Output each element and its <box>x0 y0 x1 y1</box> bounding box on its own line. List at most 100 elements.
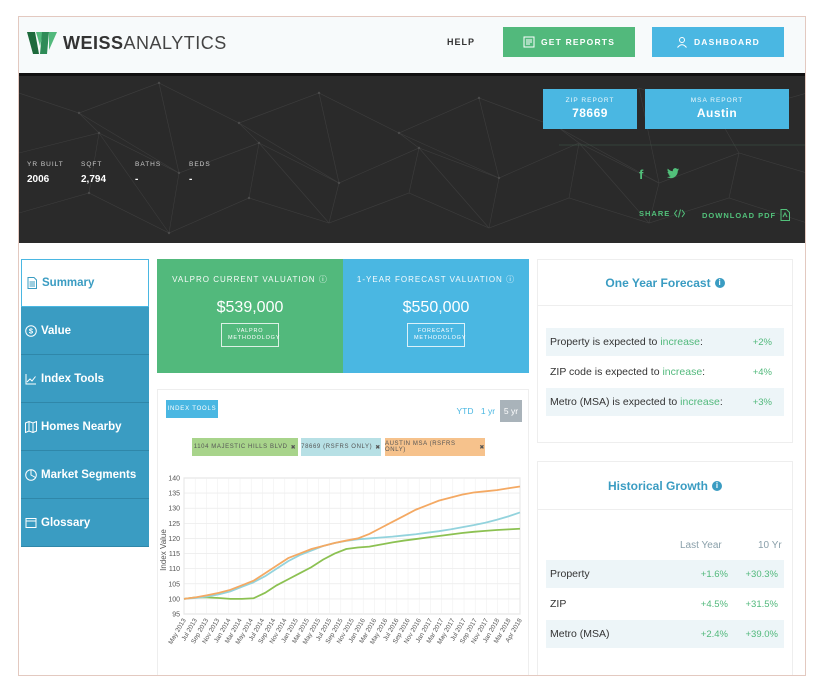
remove-series-icon[interactable]: ✖ <box>290 444 297 451</box>
growth-10yr: +30.3% <box>745 568 779 580</box>
sidebar-item-value[interactable]: $ Value <box>21 307 149 355</box>
y-tick-label: 140 <box>168 476 180 483</box>
info-icon[interactable]: i <box>714 277 725 288</box>
dashboard-button[interactable]: DASHBOARD <box>652 27 784 57</box>
range-1yr-button[interactable]: 1 yr <box>480 406 496 416</box>
twitter-icon[interactable] <box>667 167 679 182</box>
forecast-pct: +2% <box>752 336 772 348</box>
sidebar-item-homes-nearby[interactable]: Homes Nearby <box>21 403 149 451</box>
series-line <box>183 527 521 600</box>
forecast-valuation-card: 1-YEAR FORECAST VALUATION ⓘ $550,000 FOR… <box>343 259 529 373</box>
reports-icon <box>523 36 535 48</box>
legend-chip-zip[interactable]: 78669 (RSFRS ONLY) ✖ <box>301 438 381 456</box>
legend-label: 78669 (RSFRS ONLY) <box>301 444 373 450</box>
svg-text:$: $ <box>29 326 34 335</box>
forecast-suffix: : <box>702 366 706 378</box>
growth-10yr: +39.0% <box>745 628 779 640</box>
pdf-file-icon <box>780 209 791 221</box>
sidebar-item-glossary[interactable]: Glossary <box>21 499 149 547</box>
legend-chip-msa[interactable]: AUSTIN MSA (RSFRS ONLY) ✖ <box>385 438 485 456</box>
index-chart-panel: INDEX TOOLS YTD 1 yr 5 yr 1104 MAJESTIC … <box>157 389 529 675</box>
current-valuation-title-text: VALPRO CURRENT VALUATION <box>172 275 316 284</box>
info-icon[interactable]: ⓘ <box>506 275 516 284</box>
msa-report-value: Austin <box>696 106 738 120</box>
code-icon <box>674 209 686 218</box>
growth-last-year: +4.5% <box>700 598 728 610</box>
growth-row-property: Property +1.6% +30.3% <box>546 560 784 588</box>
info-icon[interactable]: ⓘ <box>318 275 328 284</box>
forecast-row-text: ZIP code is expected to increase: <box>550 366 705 378</box>
stat-label: BATHS <box>135 161 162 168</box>
legend-chip-property[interactable]: 1104 MAJESTIC HILLS BLVD ✖ <box>192 438 298 456</box>
sidebar-nav: Summary $ Value Index Tools Homes Nearby… <box>21 259 149 547</box>
hero-top-border <box>19 73 805 76</box>
growth-row-zip: ZIP +4.5% +31.5% <box>546 590 784 618</box>
current-valuation-value: $539,000 <box>216 299 284 316</box>
logo-text: WEISSANALYTICS <box>63 33 227 54</box>
growth-row-label: ZIP <box>550 598 567 610</box>
stat-label: SQFT <box>81 161 103 168</box>
growth-card-header: Historical Growth i <box>538 462 792 510</box>
forecast-row-zip: ZIP code is expected to increase: +4% <box>546 358 784 386</box>
sidebar-item-index-tools[interactable]: Index Tools <box>21 355 149 403</box>
sidebar-item-label: Market Segments <box>41 468 137 481</box>
index-tools-button[interactable]: INDEX TOOLS <box>166 400 218 418</box>
chart-icon <box>25 373 36 384</box>
msa-report-label: MSA REPORT <box>690 97 744 104</box>
download-pdf-button[interactable]: DOWNLOAD PDF <box>702 209 791 221</box>
growth-row-label: Property <box>550 568 590 580</box>
facebook-icon[interactable]: f <box>639 167 644 182</box>
stat-value: - <box>135 174 139 185</box>
legend-label: AUSTIN MSA (RSFRS ONLY) <box>385 441 456 453</box>
growth-last-year: +2.4% <box>700 628 728 640</box>
growth-card-title: Historical Growth <box>607 478 708 493</box>
share-button[interactable]: SHARE <box>639 209 686 218</box>
logo-mark-icon <box>27 30 57 56</box>
zip-report-button[interactable]: ZIP REPORT 78669 <box>543 89 637 129</box>
sidebar-item-summary[interactable]: Summary <box>21 259 149 307</box>
forecast-pct: +3% <box>752 396 772 408</box>
share-label: SHARE <box>639 209 671 218</box>
forecast-suffix: : <box>700 336 703 348</box>
forecast-suffix: : <box>719 396 723 408</box>
forecast-row-property: Property is expected to increase: +2% <box>546 328 784 356</box>
col-header-last-year: Last Year <box>680 540 722 551</box>
get-reports-button[interactable]: GET REPORTS <box>503 27 635 57</box>
help-link[interactable]: HELP <box>447 37 476 47</box>
valpro-methodology-button[interactable]: VALPRO METHODOLOGY <box>221 323 279 347</box>
forecast-valuation-value: $550,000 <box>402 299 470 316</box>
download-pdf-label: DOWNLOAD PDF <box>702 210 777 220</box>
stat-sqft: SQFT 2,794 <box>81 161 135 185</box>
dollar-icon: $ <box>25 324 37 337</box>
msa-report-button[interactable]: MSA REPORT Austin <box>645 89 789 129</box>
remove-series-icon[interactable]: ✖ <box>375 444 381 451</box>
forecast-row-text: Property is expected to increase: <box>550 336 703 348</box>
info-icon[interactable]: i <box>712 480 722 491</box>
series-line <box>183 485 521 600</box>
logo[interactable]: WEISSANALYTICS <box>27 27 227 59</box>
y-tick-label: 115 <box>169 551 180 558</box>
logo-light: ANALYTICS <box>123 32 227 53</box>
stat-value: 2,794 <box>81 174 107 185</box>
stat-label: YR BUILT <box>27 161 64 168</box>
dashboard-label: DASHBOARD <box>693 37 761 47</box>
document-icon <box>27 277 37 289</box>
user-icon <box>677 37 687 48</box>
y-tick-label: 125 <box>168 521 180 528</box>
remove-series-icon[interactable]: ✖ <box>479 444 485 451</box>
forecast-methodology-button[interactable]: FORECAST METHODOLOGY <box>407 323 465 347</box>
forecast-valuation-title: 1-YEAR FORECAST VALUATION ⓘ <box>343 275 529 285</box>
page-frame: WEISSANALYTICS HELP GET REPORTS DASHBOAR… <box>18 16 806 676</box>
top-navbar: WEISSANALYTICS HELP GET REPORTS DASHBOAR… <box>19 17 805 73</box>
range-ytd-button[interactable]: YTD <box>456 406 474 416</box>
zip-report-value: 78669 <box>572 106 608 120</box>
y-tick-label: 110 <box>169 566 180 573</box>
sidebar-item-market-segments[interactable]: Market Segments <box>21 451 149 499</box>
forecast-card-header: One Year Forecast i <box>538 260 792 306</box>
forecast-row-text: Metro (MSA) is expected to increase: <box>550 396 723 408</box>
stat-baths: BATHS - <box>135 161 189 185</box>
range-5yr-button[interactable]: 5 yr <box>500 400 522 422</box>
property-stats: YR BUILT 2006 SQFT 2,794 BATHS - BEDS - <box>27 161 243 185</box>
sidebar-item-label: Homes Nearby <box>41 420 122 433</box>
stat-value: 2006 <box>27 174 50 185</box>
